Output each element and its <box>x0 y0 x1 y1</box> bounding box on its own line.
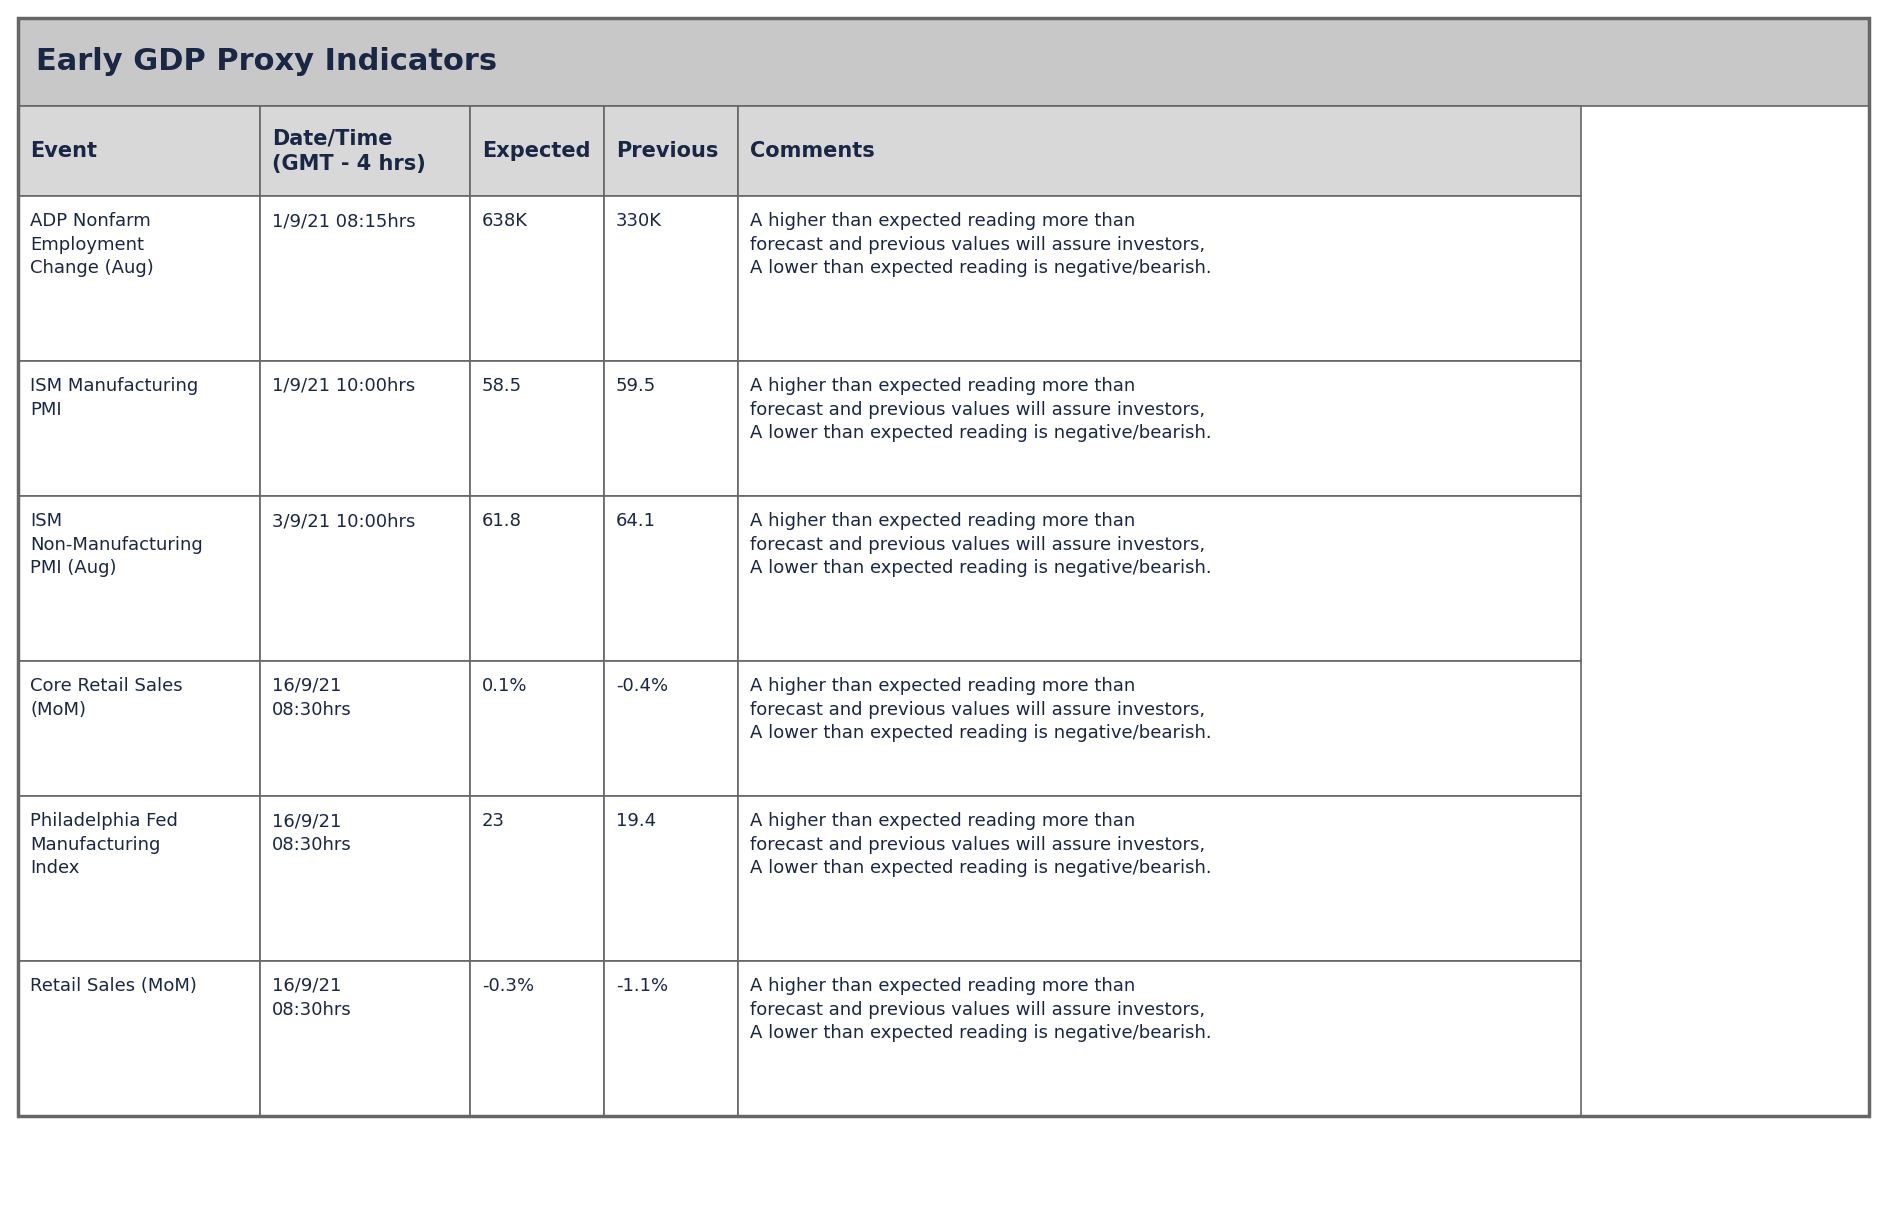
Bar <box>604 496 738 661</box>
Text: 638K: 638K <box>481 212 529 230</box>
Text: -0.3%: -0.3% <box>481 977 534 995</box>
Text: -0.4%: -0.4% <box>615 677 668 695</box>
Bar <box>604 961 738 1116</box>
Bar <box>470 361 604 496</box>
Bar <box>19 961 261 1116</box>
Bar <box>738 361 1580 496</box>
Text: A higher than expected reading more than
forecast and previous values will assur: A higher than expected reading more than… <box>750 212 1212 277</box>
Bar <box>738 961 1580 1116</box>
Bar <box>604 361 738 496</box>
Text: 330K: 330K <box>615 212 663 230</box>
Bar <box>261 961 470 1116</box>
Text: A higher than expected reading more than
forecast and previous values will assur: A higher than expected reading more than… <box>750 377 1212 443</box>
Bar <box>470 796 604 961</box>
Text: 16/9/21
08:30hrs: 16/9/21 08:30hrs <box>272 677 351 719</box>
Text: A higher than expected reading more than
forecast and previous values will assur: A higher than expected reading more than… <box>750 513 1212 578</box>
Text: Expected: Expected <box>481 141 591 160</box>
Text: 1/9/21 08:15hrs: 1/9/21 08:15hrs <box>272 212 415 230</box>
Bar <box>470 197 604 361</box>
Text: Early GDP Proxy Indicators: Early GDP Proxy Indicators <box>36 47 497 76</box>
Text: 23: 23 <box>481 812 504 830</box>
Text: Previous: Previous <box>615 141 717 160</box>
Bar <box>19 796 261 961</box>
Bar <box>470 496 604 661</box>
Bar <box>19 496 261 661</box>
Bar <box>470 961 604 1116</box>
Text: Philadelphia Fed
Manufacturing
Index: Philadelphia Fed Manufacturing Index <box>30 812 177 877</box>
Text: 16/9/21
08:30hrs: 16/9/21 08:30hrs <box>272 977 351 1019</box>
Bar <box>19 18 1869 106</box>
Bar <box>261 496 470 661</box>
Bar <box>738 661 1580 796</box>
Text: 58.5: 58.5 <box>481 377 523 396</box>
Bar <box>19 361 261 496</box>
Bar <box>261 796 470 961</box>
Bar <box>261 361 470 496</box>
Bar <box>261 197 470 361</box>
Bar <box>738 197 1580 361</box>
Bar <box>470 661 604 796</box>
Text: 61.8: 61.8 <box>481 513 521 529</box>
Text: 3/9/21 10:00hrs: 3/9/21 10:00hrs <box>272 513 415 529</box>
Bar <box>19 106 261 197</box>
Bar <box>19 661 261 796</box>
Text: ISM
Non-Manufacturing
PMI (Aug): ISM Non-Manufacturing PMI (Aug) <box>30 513 202 578</box>
Text: A higher than expected reading more than
forecast and previous values will assur: A higher than expected reading more than… <box>750 977 1212 1042</box>
Text: 19.4: 19.4 <box>615 812 657 830</box>
Text: ADP Nonfarm
Employment
Change (Aug): ADP Nonfarm Employment Change (Aug) <box>30 212 153 277</box>
Bar <box>470 106 604 197</box>
Text: Event: Event <box>30 141 96 160</box>
Bar <box>604 661 738 796</box>
Bar <box>604 796 738 961</box>
Text: 16/9/21
08:30hrs: 16/9/21 08:30hrs <box>272 812 351 854</box>
Text: ISM Manufacturing
PMI: ISM Manufacturing PMI <box>30 377 198 418</box>
Text: Retail Sales (MoM): Retail Sales (MoM) <box>30 977 196 995</box>
Bar <box>738 796 1580 961</box>
Bar <box>604 106 738 197</box>
Text: Comments: Comments <box>750 141 874 160</box>
Text: 59.5: 59.5 <box>615 377 657 396</box>
Text: 64.1: 64.1 <box>615 513 655 529</box>
Text: A higher than expected reading more than
forecast and previous values will assur: A higher than expected reading more than… <box>750 677 1212 742</box>
Bar <box>604 197 738 361</box>
Text: Date/Time
(GMT - 4 hrs): Date/Time (GMT - 4 hrs) <box>272 128 427 174</box>
Bar <box>738 106 1580 197</box>
Text: 0.1%: 0.1% <box>481 677 527 695</box>
Text: A higher than expected reading more than
forecast and previous values will assur: A higher than expected reading more than… <box>750 812 1212 877</box>
Text: -1.1%: -1.1% <box>615 977 668 995</box>
Bar <box>19 197 261 361</box>
Bar <box>261 106 470 197</box>
Bar <box>738 496 1580 661</box>
Bar <box>261 661 470 796</box>
Text: 1/9/21 10:00hrs: 1/9/21 10:00hrs <box>272 377 415 396</box>
Text: Core Retail Sales
(MoM): Core Retail Sales (MoM) <box>30 677 183 719</box>
